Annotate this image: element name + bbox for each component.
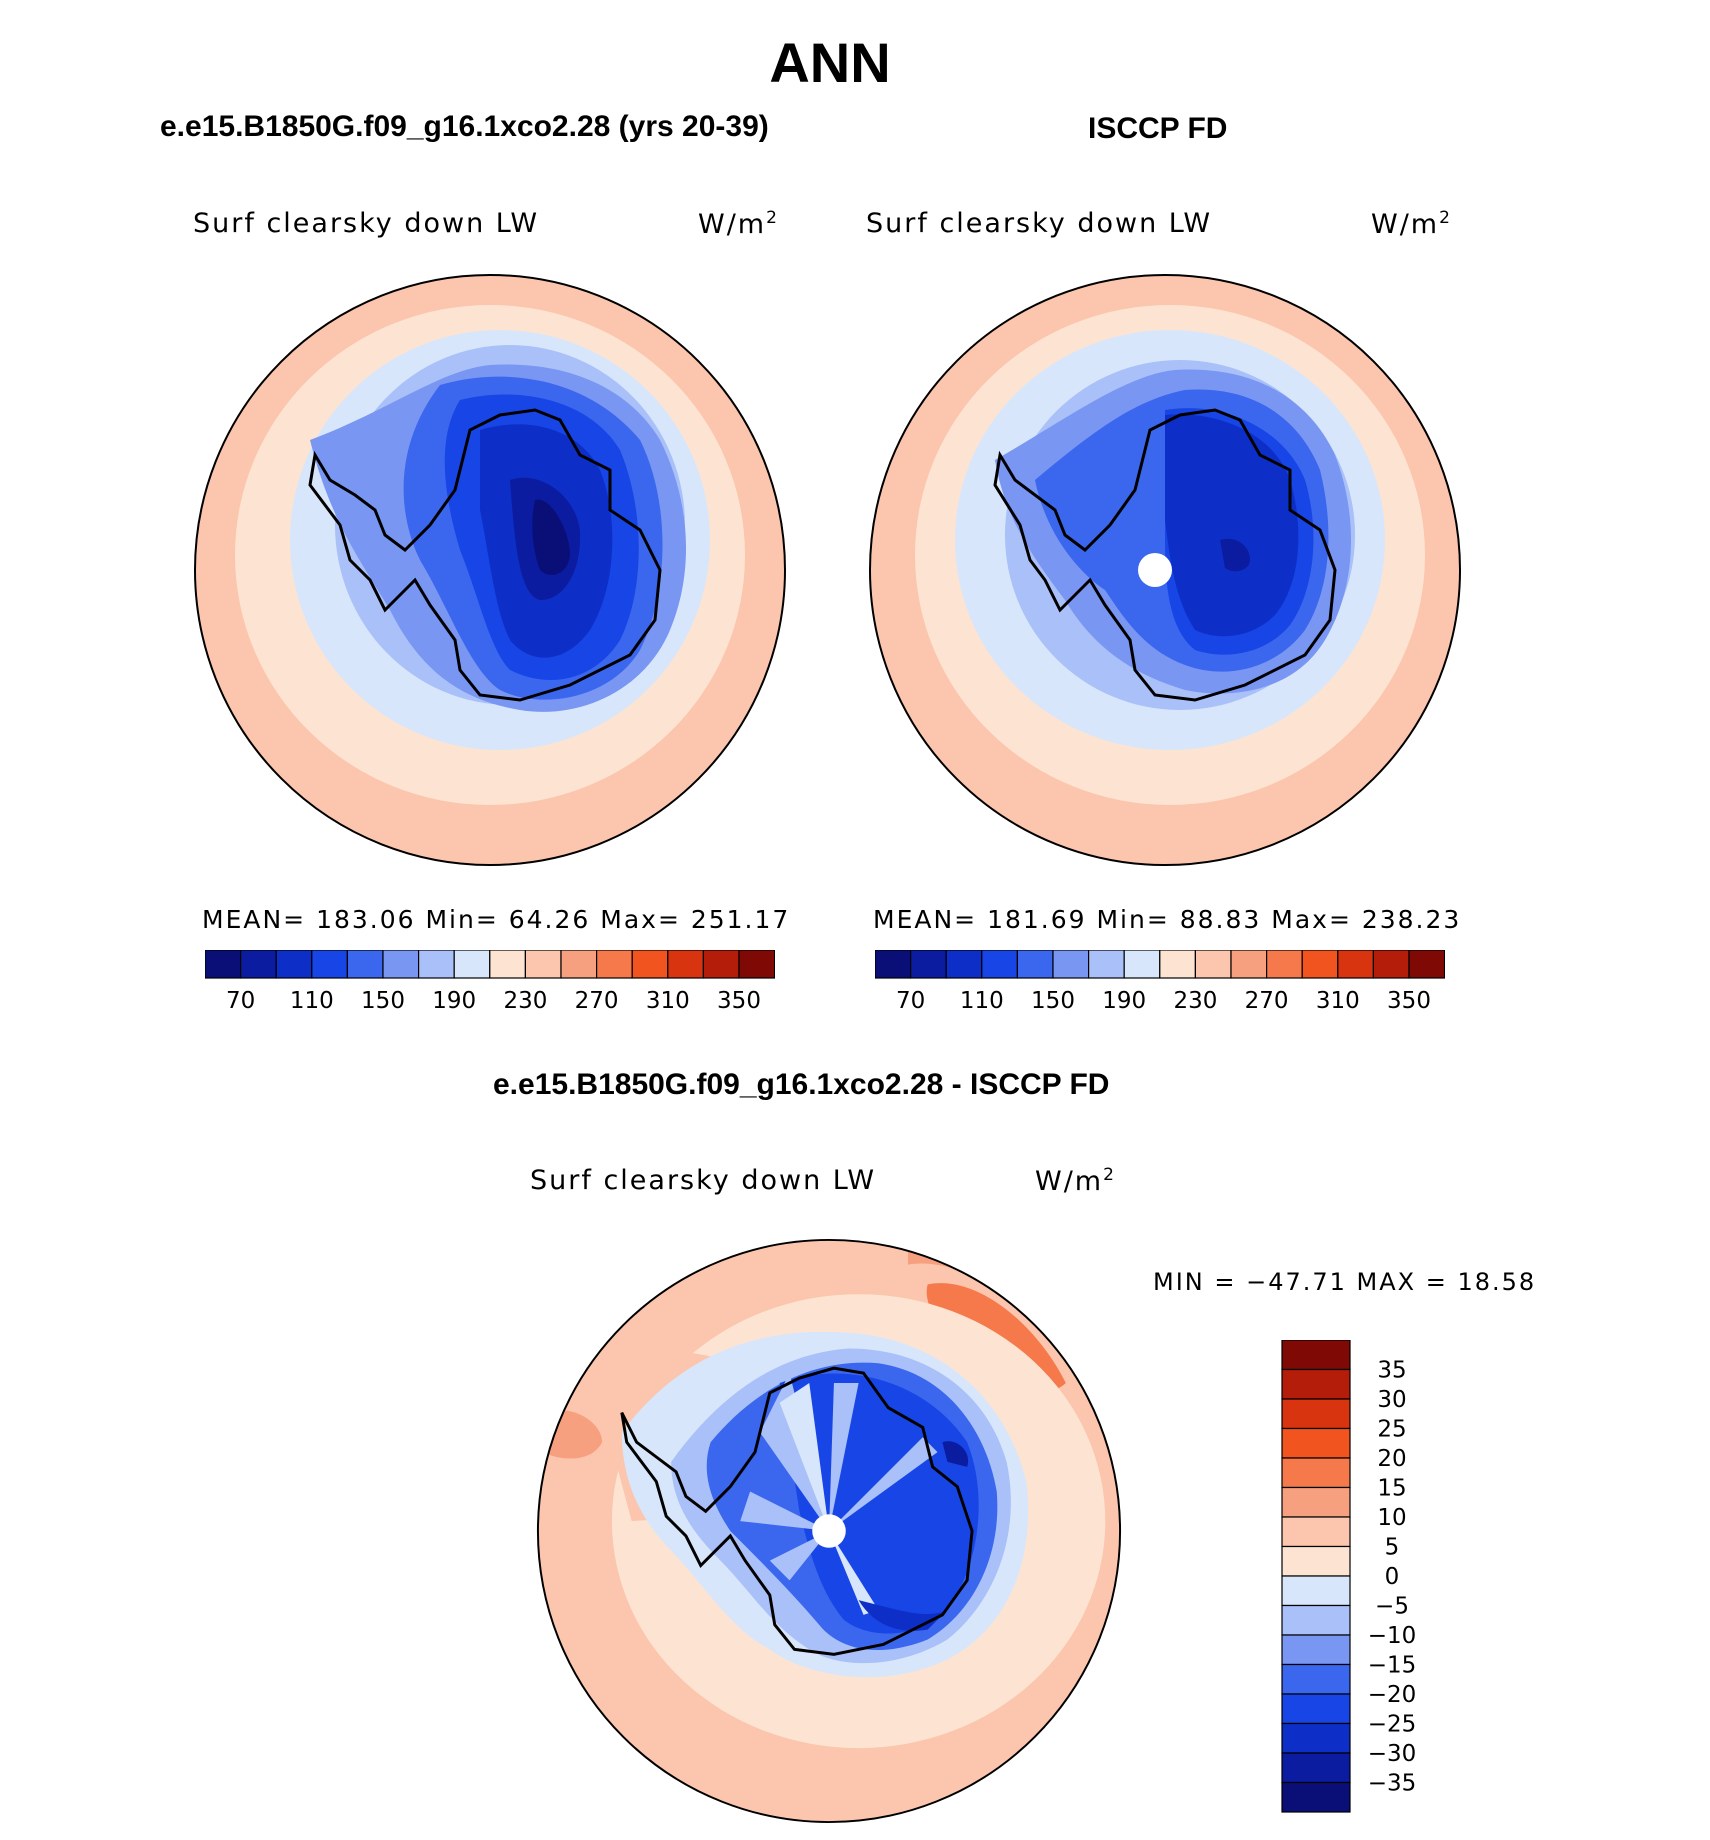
colorbar-left-swatch (275, 950, 313, 979)
colorbar-right-tick-label: 110 (960, 988, 1004, 1014)
colorbar-right-swatch (1052, 950, 1090, 979)
colorbar-left-swatch (524, 950, 562, 979)
colorbar-left-swatch (418, 950, 455, 979)
colorbar-right-swatch (1088, 950, 1125, 979)
colorbar-diff-swatch (1281, 1457, 1351, 1489)
colorbar-diff-swatch (1281, 1368, 1351, 1400)
colorbar-right-swatch (1159, 950, 1196, 979)
colorbar-right-swatch (1372, 950, 1410, 979)
colorbar-left-swatch (346, 950, 384, 979)
map-panel-right (869, 274, 1461, 866)
colorbar-diff-swatch (1281, 1545, 1351, 1577)
colorbar-diff-swatch (1281, 1722, 1351, 1754)
colorbar-left-swatch (489, 950, 526, 979)
colorbar-right-tick-label: 190 (1102, 988, 1146, 1014)
colorbar-left-tick-label: 270 (575, 988, 619, 1014)
colorbar-diff-swatch (1281, 1693, 1351, 1725)
colorbar-right-tick-label: 270 (1245, 988, 1289, 1014)
colorbar-left-swatch (205, 950, 242, 979)
colorbar-right-tick-label: 70 (896, 988, 925, 1014)
colorbar-right-swatch (909, 950, 947, 979)
colorbar-left-swatch (631, 950, 669, 979)
colorbar-diff-tick-label: −5 (1375, 1594, 1409, 1620)
colorbar-left: 70 110 150 190 230 270 310 350 (205, 950, 775, 1014)
colorbar-right-swatch (1408, 950, 1445, 979)
colorbar-diff-tick-label: −25 (1368, 1712, 1417, 1738)
colorbar-diff-tick-label: 20 (1377, 1446, 1406, 1472)
colorbar-diff-tick-label: 15 (1377, 1476, 1406, 1502)
colorbar-left-swatch (453, 950, 491, 979)
colorbar-diff-swatch (1281, 1398, 1351, 1430)
figure-title: ANN (769, 31, 891, 94)
panel-left-case-title: e.e15.B1850G.f09_g16.1xco2.28 (yrs 20-39… (160, 110, 769, 143)
colorbar-diff-swatch (1281, 1340, 1351, 1371)
panel-right-case-title: ISCCP FD (1088, 112, 1228, 145)
colorbar-diff-tick-label: −35 (1368, 1771, 1417, 1797)
colorbar-diff-tick-label: 10 (1377, 1505, 1406, 1531)
panel-right-stats: MEAN= 181.69 Min= 88.83 Max= 238.23 (873, 905, 1462, 934)
diff-variable: Surf clearsky down LW (530, 1165, 877, 1196)
colorbar-right-tick-label: 350 (1387, 988, 1431, 1014)
diff-stats: MIN = −47.71 MAX = 18.58 (1153, 1268, 1537, 1296)
panel-left-units: W/m2 (698, 208, 779, 240)
colorbar-diff-swatch (1281, 1575, 1351, 1607)
colorbar-right-tick-label: 310 (1316, 988, 1360, 1014)
colorbar-left-swatch (560, 950, 598, 979)
colorbar-left-swatch (738, 950, 775, 979)
colorbar-left-tick-label: 110 (290, 988, 334, 1014)
colorbar-right-swatch (1123, 950, 1161, 979)
colorbar-right-swatch (1337, 950, 1374, 979)
colorbar-diff-swatch (1281, 1663, 1351, 1695)
colorbar-left-swatch (667, 950, 704, 979)
colorbar-right-tick-label: 150 (1031, 988, 1075, 1014)
colorbar-diff-tick-label: −15 (1368, 1653, 1417, 1679)
colorbar-right-swatch (1016, 950, 1054, 979)
colorbar-diff-swatch (1281, 1427, 1351, 1459)
colorbar-left-tick-label: 350 (717, 988, 761, 1014)
colorbar-diff-swatch (1281, 1634, 1351, 1666)
diff-units: W/m2 (1035, 1165, 1116, 1197)
colorbar-left-tick-label: 70 (226, 988, 255, 1014)
colorbar-left-swatch (239, 950, 277, 979)
panel-left-stats: MEAN= 183.06 Min= 64.26 Max= 251.17 (202, 905, 791, 934)
colorbar-left-swatch (702, 950, 740, 979)
diff-case-title: e.e15.B1850G.f09_g16.1xco2.28 - ISCCP FD (493, 1068, 1110, 1101)
colorbar-diff-tick-label: 25 (1377, 1417, 1406, 1443)
colorbar-diff-swatch (1281, 1516, 1351, 1548)
colorbar-left-swatch (382, 950, 420, 979)
colorbar-diff: 35 30 25 20 15 10 5 0 −5 −10 −15 −20 −25 −30 −35 (1281, 1340, 1417, 1813)
colorbar-right-tick-label: 230 (1173, 988, 1217, 1014)
colorbar-diff-tick-label: 35 (1377, 1358, 1406, 1384)
colorbar-diff-tick-label: 30 (1377, 1387, 1406, 1413)
colorbar-left-tick-label: 310 (646, 988, 690, 1014)
colorbar-diff-tick-label: 5 (1385, 1535, 1400, 1561)
colorbar-right-swatch (1230, 950, 1268, 979)
map-panel-diff (536, 1238, 1122, 1824)
colorbar-right-swatch (1266, 950, 1303, 979)
colorbar-diff-tick-label: −20 (1368, 1682, 1417, 1708)
colorbar-left-tick-label: 150 (361, 988, 405, 1014)
colorbar-diff-swatch (1281, 1486, 1351, 1518)
colorbar-diff-swatch (1281, 1781, 1351, 1813)
map-panel-left (194, 274, 786, 866)
colorbar-diff-tick-label: 0 (1385, 1564, 1400, 1590)
colorbar-diff-tick-label: −30 (1368, 1741, 1417, 1767)
colorbar-left-swatch (596, 950, 633, 979)
colorbar-diff-swatch (1281, 1604, 1351, 1636)
colorbar-left-tick-label: 190 (432, 988, 476, 1014)
colorbar-right-swatch (875, 950, 912, 979)
colorbar-right-swatch (1194, 950, 1232, 979)
colorbar-left-swatch (311, 950, 349, 979)
colorbar-right-swatch (981, 950, 1019, 979)
panel-left-variable: Surf clearsky down LW (193, 208, 540, 239)
colorbar-diff-swatch (1281, 1752, 1351, 1784)
colorbar-right-swatch (1301, 950, 1339, 979)
colorbar-left-tick-label: 230 (503, 988, 547, 1014)
colorbar-right-swatch (945, 950, 983, 979)
colorbar-right: 70 110 150 190 230 270 310 350 (875, 950, 1445, 1014)
colorbar-diff-tick-label: −10 (1368, 1623, 1417, 1649)
panel-right-variable: Surf clearsky down LW (866, 208, 1213, 239)
panel-right-units: W/m2 (1371, 208, 1452, 240)
